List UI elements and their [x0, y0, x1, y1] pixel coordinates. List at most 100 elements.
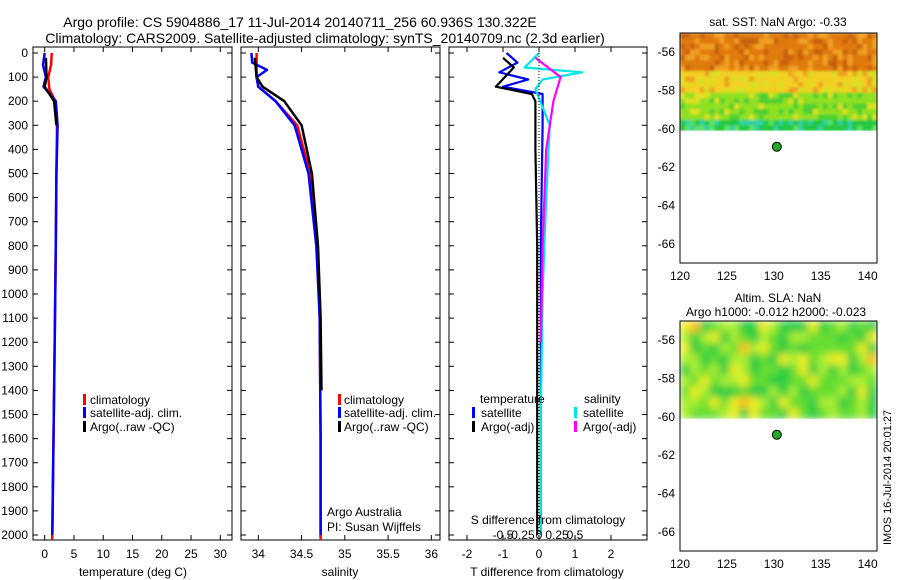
map-cell: [827, 81, 834, 88]
map-cell: [827, 407, 839, 420]
map-cell: [763, 87, 770, 94]
map-cell: [763, 114, 770, 121]
map-cell: [842, 119, 848, 126]
map-cell: [813, 76, 819, 83]
map-cell: [817, 81, 824, 88]
map-cell: [862, 81, 868, 88]
map-cell: [827, 386, 839, 398]
legend-title-salinity: salinity: [584, 392, 621, 406]
map-cell: [788, 38, 794, 45]
map-cell: [857, 76, 863, 83]
difference-panel-frame: [448, 46, 648, 541]
map-cell: [827, 364, 839, 376]
map-cell: [862, 103, 868, 110]
map-cell: [867, 103, 873, 110]
map-cell: [749, 364, 760, 376]
map-cell: [827, 353, 839, 366]
map-cell: [817, 407, 829, 420]
sst-map-title: sat. SST: NaN Argo: -0.33: [709, 15, 847, 29]
map-y-tick-label: -62: [658, 160, 676, 174]
map-cell: [684, 60, 691, 67]
map-cell: [847, 125, 853, 132]
map-cell: [758, 386, 770, 398]
map-cell: [704, 38, 711, 45]
salinity-panel-frame: [240, 46, 441, 541]
map-cell: [783, 54, 789, 61]
map-cell: [862, 98, 868, 105]
map-cell: [680, 98, 686, 105]
map-cell: [704, 87, 711, 94]
map-y-tick-label: -56: [658, 333, 676, 347]
map-cell: [729, 331, 740, 344]
map-cell: [753, 43, 760, 50]
map-cell: [837, 98, 844, 105]
map-cell: [699, 397, 711, 409]
map-cell: [749, 321, 760, 333]
map-cell: [798, 81, 804, 88]
map-y-tick-label: -66: [658, 237, 676, 251]
map-cell: [857, 81, 863, 88]
map-cell: [758, 407, 770, 420]
map-cell: [793, 49, 799, 56]
legend-label-t-argo: Argo(-adj): [481, 420, 534, 434]
map-cell: [837, 397, 848, 409]
map-cell: [744, 114, 750, 121]
map-cell: [827, 109, 834, 115]
map-cell: [739, 54, 745, 61]
map-cell: [768, 43, 775, 50]
map-cell: [758, 321, 770, 333]
map-cell: [783, 33, 789, 39]
map-cell: [783, 65, 789, 72]
map-cell: [753, 87, 760, 94]
map-cell: [837, 342, 848, 355]
map-cell: [749, 38, 755, 45]
map-cell: [808, 43, 814, 50]
map-cell: [753, 125, 760, 132]
map-cell: [778, 71, 784, 77]
map-cell: [768, 331, 779, 344]
map-cell: [749, 33, 755, 39]
map-cell: [783, 125, 789, 132]
map-cell: [813, 71, 819, 77]
map-cell: [788, 364, 799, 376]
map-cell: [857, 65, 863, 72]
map-cell: [837, 38, 844, 45]
map-cell: [714, 49, 720, 56]
map-cell: [719, 65, 725, 72]
map-cell: [813, 92, 819, 99]
map-cell: [793, 43, 799, 50]
map-cell: [857, 92, 863, 99]
map-cell: [847, 43, 853, 50]
map-cell: [709, 38, 715, 45]
legend-swatch-satellite: [338, 407, 341, 418]
map-cell: [808, 92, 814, 99]
header-line-2: Climatology: CARS2009. Satellite-adjuste…: [45, 30, 605, 46]
map-cell: [724, 114, 730, 121]
map-cell: [822, 33, 829, 39]
map-cell: [734, 87, 740, 94]
map-cell: [753, 114, 760, 121]
map-cell: [817, 71, 824, 77]
map-cell: [857, 109, 863, 115]
map-cell: [724, 33, 730, 39]
map-cell: [719, 49, 725, 56]
map-cell: [778, 109, 784, 115]
map-cell: [827, 375, 839, 387]
map-cell: [852, 38, 858, 45]
map-cell: [852, 114, 858, 121]
map-cell: [749, 60, 755, 67]
legend-label-s-argo: Argo(-adj): [583, 420, 636, 434]
map-cell: [837, 49, 844, 56]
map-cell: [872, 98, 877, 105]
map-cell: [837, 81, 844, 88]
map-cell: [778, 33, 784, 39]
map-cell: [749, 43, 755, 50]
map-cell: [857, 125, 863, 132]
map-cell: [793, 54, 799, 61]
map-cell: [783, 87, 789, 94]
map-cell: [788, 71, 794, 77]
legend-swatch-t-argo: [472, 421, 475, 432]
map-cell: [694, 76, 701, 83]
map-cell: [822, 81, 829, 88]
map-cell: [768, 98, 775, 105]
